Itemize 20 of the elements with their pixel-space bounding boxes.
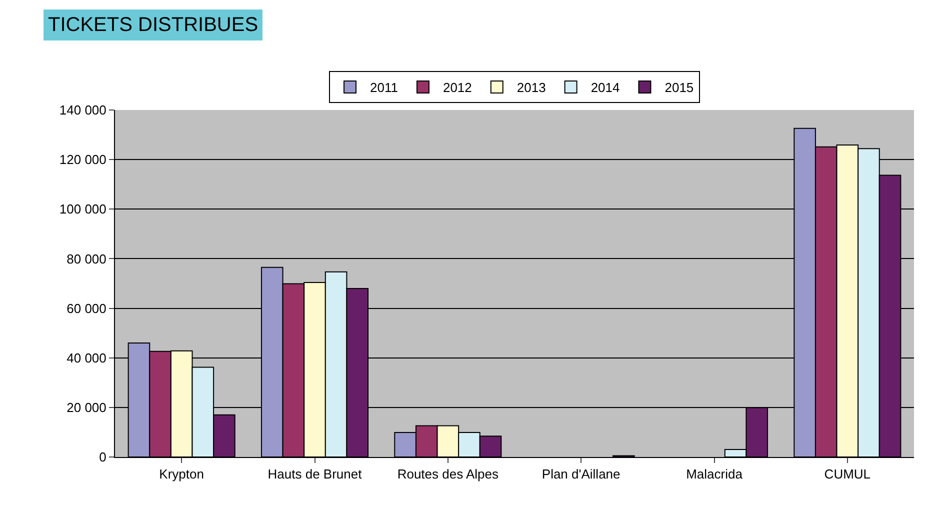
y-tick-label: 100 000 <box>59 202 106 217</box>
y-tick-label: 140 000 <box>59 102 106 118</box>
legend-label: 2011 <box>370 80 398 96</box>
legend-label: 2015 <box>664 80 694 96</box>
x-tick-label: Krypton <box>159 466 204 482</box>
legend-label: 2013 <box>516 80 546 96</box>
legend-label: 2012 <box>442 80 472 96</box>
y-tick-label: 40 000 <box>66 350 106 366</box>
y-tick-label: 80 000 <box>66 251 106 266</box>
x-tick-label: Hauts de Brunet <box>268 466 362 482</box>
y-tick-label: 120 000 <box>59 152 106 168</box>
y-tick-label: 20 000 <box>66 400 106 415</box>
legend-label: 2014 <box>590 80 620 96</box>
x-tick-label: Plan d'Aillane <box>542 466 620 482</box>
y-tick-label: 0 <box>99 450 106 465</box>
x-tick-label: Routes des Alpes <box>397 466 499 482</box>
y-tick-label: 60 000 <box>66 300 106 316</box>
x-tick-label: CUMUL <box>824 466 871 482</box>
chart-title: TICKETS DISTRIBUES <box>48 14 258 36</box>
x-tick-label: Malacrida <box>686 466 744 482</box>
